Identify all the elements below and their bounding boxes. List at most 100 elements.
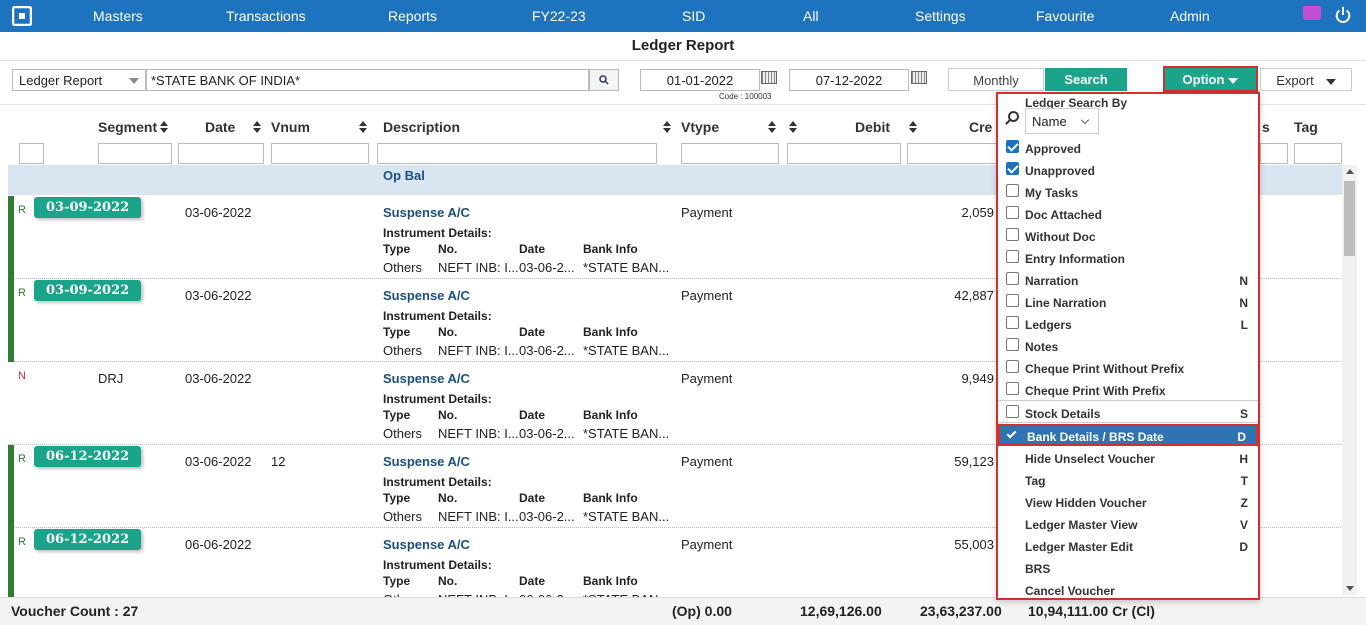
scroll-down-icon[interactable] — [1346, 586, 1354, 591]
option-narration[interactable]: Narration N — [998, 270, 1258, 292]
nav-admin[interactable]: Admin — [1170, 8, 1210, 24]
search-button[interactable]: Search — [1045, 68, 1127, 91]
ledger-input[interactable]: *STATE BANK OF INDIA* — [146, 69, 589, 91]
option-approved[interactable]: Approved — [998, 138, 1258, 160]
from-date-input[interactable]: 01-01-2022 — [640, 69, 760, 91]
description-link[interactable]: Suspense A/C — [383, 454, 470, 469]
option-checkbox[interactable] — [1006, 338, 1019, 351]
sort-icon[interactable] — [768, 121, 776, 133]
option-stock-details[interactable]: Stock Details S — [998, 403, 1258, 425]
option-checkbox[interactable] — [1006, 272, 1019, 285]
col-segment[interactable]: Segment — [98, 119, 158, 135]
sort-icon[interactable] — [253, 121, 261, 133]
option-cancel-voucher[interactable]: Cancel Voucher — [998, 580, 1258, 602]
sort-icon[interactable] — [909, 121, 917, 133]
segment-filter[interactable] — [98, 143, 172, 164]
top-nav-bar: Masters Transactions Reports FY22-23 SID… — [0, 0, 1366, 32]
ledger-search-by-select[interactable]: Name — [1025, 108, 1099, 134]
to-date-input[interactable]: 07-12-2022 — [789, 69, 909, 91]
option-checkbox[interactable] — [1006, 382, 1019, 395]
sort-icon[interactable] — [160, 121, 168, 133]
option-ledger-master-view[interactable]: Ledger Master View V — [998, 514, 1258, 536]
option-ledger-master-edit[interactable]: Ledger Master Edit D — [998, 536, 1258, 558]
tag-filter[interactable] — [1294, 143, 1342, 164]
col-vnum[interactable]: Vnum — [271, 119, 310, 135]
calendar-icon[interactable] — [761, 71, 777, 84]
description-link[interactable]: Suspense A/C — [383, 288, 470, 303]
option-ledgers[interactable]: Ledgers L — [998, 314, 1258, 336]
nav-sid[interactable]: SID — [682, 8, 706, 24]
table-row[interactable]: R 03-09-2022 03-06-2022 Suspense A/C Instrum… — [8, 279, 1349, 362]
scroll-up-icon[interactable] — [1346, 169, 1354, 174]
scrollbar-thumb[interactable] — [1344, 181, 1355, 256]
option-cheque-print-with-prefix[interactable]: Cheque Print With Prefix — [998, 380, 1258, 402]
option-unapproved[interactable]: Unapproved — [998, 160, 1258, 182]
nav-transactions[interactable]: Transactions — [226, 8, 306, 24]
power-icon[interactable] — [1334, 5, 1352, 25]
option-bank-details-brs-date[interactable]: Bank Details / BRS Date D — [998, 424, 1258, 446]
option-notes[interactable]: Notes — [998, 336, 1258, 358]
option-checkbox[interactable] — [1006, 316, 1019, 329]
nav-settings[interactable]: Settings — [915, 8, 966, 24]
option-brs[interactable]: BRS — [998, 558, 1258, 580]
credit-filter[interactable] — [907, 143, 997, 164]
option-checkbox[interactable] — [1006, 294, 1019, 307]
col-credit[interactable]: Cre — [969, 119, 993, 135]
vnum-filter[interactable] — [271, 143, 369, 164]
monthly-button[interactable]: Monthly — [948, 68, 1044, 91]
option-without-doc[interactable]: Without Doc — [998, 226, 1258, 248]
table-row[interactable]: R 03-09-2022 03-06-2022 Suspense A/C Instrum… — [8, 196, 1349, 279]
select-all-checkbox[interactable] — [19, 143, 44, 164]
date-filter[interactable] — [178, 143, 264, 164]
nav-favourite[interactable]: Favourite — [1036, 8, 1095, 24]
sort-icon[interactable] — [359, 121, 367, 133]
col-debit[interactable]: Debit — [855, 119, 890, 135]
instrument-bank: *STATE BAN... — [583, 509, 670, 524]
table-row[interactable]: N DRJ 03-06-2022 Suspense A/C Instrument Det… — [8, 362, 1349, 445]
option-checkbox[interactable] — [1006, 360, 1019, 373]
option-entry-information[interactable]: Entry Information — [998, 248, 1258, 270]
option-line-narration[interactable]: Line Narration N — [998, 292, 1258, 314]
option-checkbox[interactable] — [1006, 140, 1019, 153]
export-button[interactable]: Export — [1260, 68, 1352, 91]
option-checkbox[interactable] — [1006, 206, 1019, 219]
vertical-scrollbar[interactable] — [1342, 165, 1357, 595]
option-view-hidden-voucher[interactable]: View Hidden Voucher Z — [998, 492, 1258, 514]
option-checkbox[interactable] — [1006, 184, 1019, 197]
option-doc-attached[interactable]: Doc Attached — [998, 204, 1258, 226]
option-checkbox[interactable] — [1006, 250, 1019, 263]
nav-all[interactable]: All — [803, 8, 819, 24]
option-tag[interactable]: Tag T — [998, 470, 1258, 492]
nav-masters[interactable]: Masters — [93, 8, 143, 24]
mail-icon[interactable] — [1303, 6, 1321, 20]
nav-reports[interactable]: Reports — [388, 8, 438, 24]
option-my-tasks[interactable]: My Tasks — [998, 182, 1258, 204]
col-date[interactable]: Date — [205, 119, 236, 135]
vtype-filter[interactable] — [681, 143, 779, 164]
col-description[interactable]: Description — [383, 119, 461, 135]
report-type-select[interactable]: Ledger Report — [12, 69, 146, 91]
description-link[interactable]: Suspense A/C — [383, 371, 470, 386]
sort-icon[interactable] — [789, 121, 797, 133]
table-row[interactable]: R 06-12-2022 03-06-2022 12 Suspense A/C Instr… — [8, 445, 1349, 528]
description-link[interactable]: Suspense A/C — [383, 537, 470, 552]
option-checkbox[interactable] — [1006, 405, 1019, 418]
option-checkbox[interactable] — [1006, 162, 1019, 175]
col-tag[interactable]: Tag — [1294, 119, 1318, 135]
option-checkbox[interactable] — [1006, 228, 1019, 241]
sort-icon[interactable] — [663, 121, 671, 133]
col-vtype[interactable]: Vtype — [681, 119, 720, 135]
option-label: Ledger Master View — [1025, 518, 1138, 532]
col-s[interactable]: s — [1262, 119, 1270, 135]
option-hide-unselect-voucher[interactable]: Hide Unselect Voucher H — [998, 448, 1258, 470]
nav-fy[interactable]: FY22-23 — [532, 8, 586, 24]
app-logo-icon[interactable] — [12, 6, 32, 26]
debit-filter[interactable] — [787, 143, 901, 164]
ledger-search-button[interactable] — [589, 69, 619, 91]
calendar-icon[interactable] — [911, 71, 927, 84]
option-button[interactable]: Option — [1163, 66, 1258, 92]
option-cheque-print-without-prefix[interactable]: Cheque Print Without Prefix — [998, 358, 1258, 380]
description-link[interactable]: Suspense A/C — [383, 205, 470, 220]
s-filter[interactable] — [1260, 143, 1288, 164]
description-filter[interactable] — [377, 143, 657, 164]
